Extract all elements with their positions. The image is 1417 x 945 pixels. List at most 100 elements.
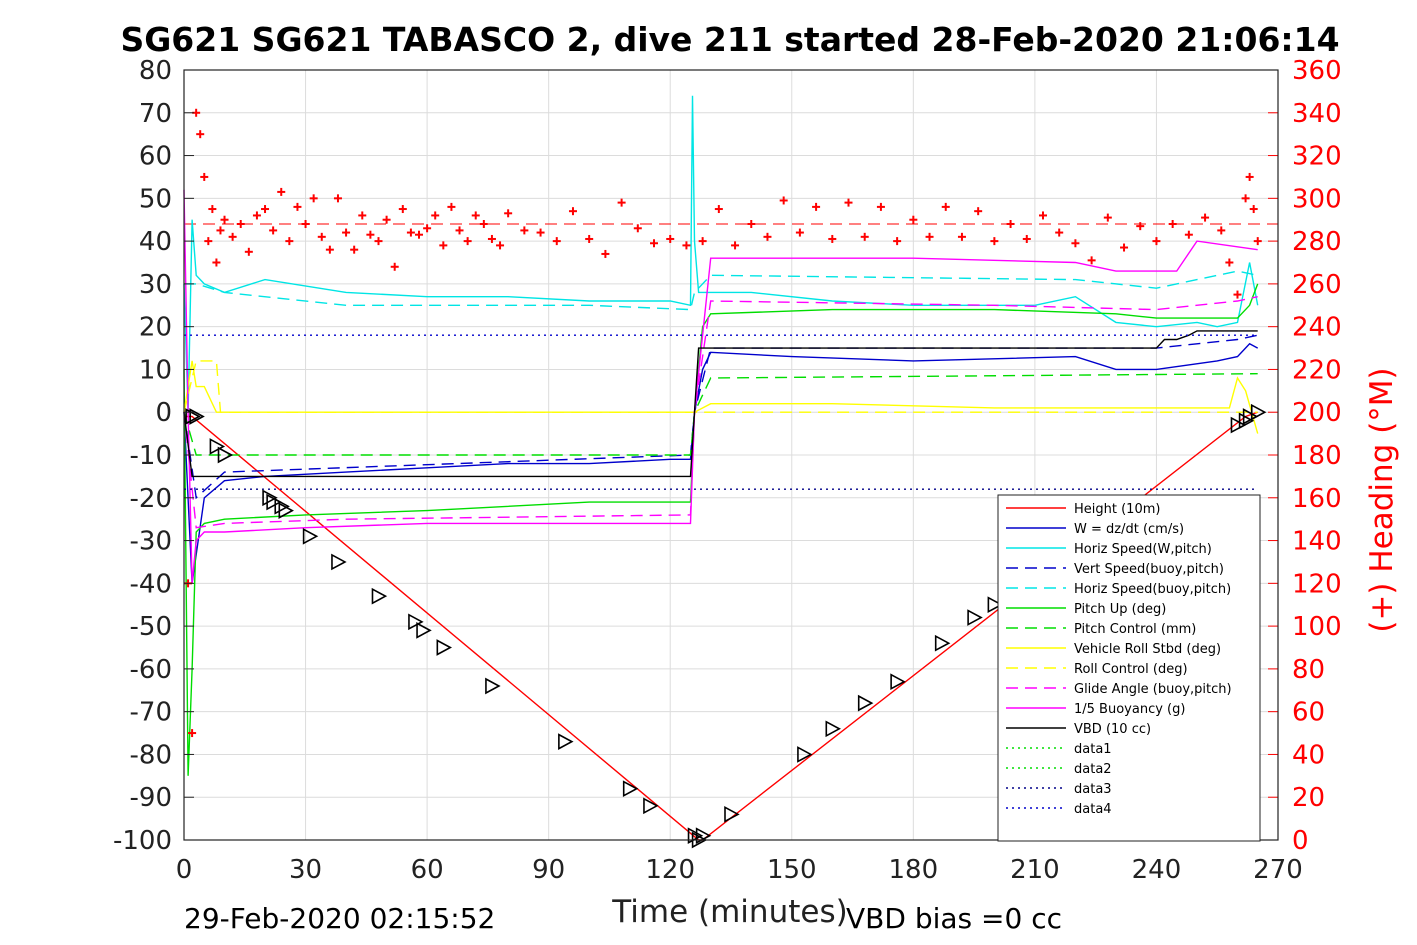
chart-title: SG621 SG621 TABASCO 2, dive 211 started … xyxy=(120,20,1339,59)
heading-point xyxy=(208,205,217,214)
heading-point xyxy=(1055,228,1064,237)
y-tick-label: -90 xyxy=(130,783,172,813)
heading-point xyxy=(261,205,270,214)
heading-point xyxy=(447,202,456,211)
y-right-tick-label: 40 xyxy=(1292,740,1325,770)
waypoint-marker xyxy=(1230,416,1247,434)
legend-label-vehicle-roll-stbd-deg: Vehicle Roll Stbd (deg) xyxy=(1074,642,1221,657)
heading-point xyxy=(941,202,950,211)
series-line-1-5-buoyancy-g xyxy=(183,189,1258,584)
heading-point xyxy=(585,234,594,243)
y-right-tick-label: 180 xyxy=(1292,441,1342,471)
waypoint-marker xyxy=(436,639,453,656)
heading-point xyxy=(747,220,756,228)
heading-point xyxy=(909,215,918,224)
y-tick-label: 70 xyxy=(139,99,172,129)
waypoint-marker xyxy=(485,677,501,695)
legend-label-1-5-buoyancy-g: 1/5 Buoyancy (g) xyxy=(1074,702,1185,717)
legend-label-pitch-up-deg: Pitch Up (deg) xyxy=(1074,602,1166,617)
legend-label-pitch-control-mm: Pitch Control (mm) xyxy=(1074,622,1196,637)
heading-point xyxy=(463,237,472,246)
heading-point xyxy=(228,232,237,241)
heading-point xyxy=(601,249,610,258)
waypoint-marker xyxy=(331,553,347,571)
heading-point xyxy=(350,245,359,254)
series-line-vehicle-roll-stbd-deg xyxy=(183,360,1259,434)
x-tick-label: 90 xyxy=(532,855,565,885)
heading-point xyxy=(496,241,505,250)
heading-point xyxy=(1253,237,1262,246)
heading-point xyxy=(795,228,804,237)
waypoint-marker xyxy=(408,613,424,631)
heading-point xyxy=(520,226,529,235)
heading-point xyxy=(1022,234,1031,243)
heading-point xyxy=(504,209,513,218)
legend-label-horiz-speed-buoy-pitch: Horiz Speed(buoy,pitch) xyxy=(1074,582,1231,597)
legend-label-data2: data2 xyxy=(1074,762,1112,777)
y-right-tick-label: 260 xyxy=(1292,270,1342,300)
heading-point xyxy=(358,211,367,220)
heading-point xyxy=(633,224,642,233)
legend-label-data4: data4 xyxy=(1074,802,1112,817)
heading-point xyxy=(1225,258,1234,267)
waypoint-marker xyxy=(217,446,234,464)
y-tick-label: -70 xyxy=(130,698,172,728)
heading-point xyxy=(423,224,432,233)
heading-point xyxy=(650,239,659,248)
heading-point xyxy=(398,205,407,214)
legend-label-vbd-10-cc: VBD (10 cc) xyxy=(1074,722,1151,737)
heading-point xyxy=(317,232,326,241)
y-tick-label: 50 xyxy=(139,184,172,214)
heading-point xyxy=(1103,213,1112,222)
y-axis-right-label: (+) Heading (°M) xyxy=(1364,367,1400,632)
waypoint-marker xyxy=(1250,403,1267,421)
x-tick-label: 120 xyxy=(645,855,695,885)
heading-point xyxy=(682,241,691,250)
heading-point xyxy=(1201,213,1210,222)
heading-point xyxy=(731,241,740,250)
y-right-tick-label: 220 xyxy=(1292,355,1342,385)
heading-point xyxy=(1241,194,1250,203)
waypoint-marker xyxy=(857,694,874,712)
heading-point xyxy=(471,211,480,220)
heading-point xyxy=(374,237,383,246)
series-line-roll-control-deg xyxy=(183,360,1258,413)
y-right-tick-label: 20 xyxy=(1292,783,1325,813)
waypoint-marker xyxy=(274,497,290,515)
y-tick-label: -20 xyxy=(130,484,172,514)
x-tick-label: 0 xyxy=(176,855,193,885)
heading-point xyxy=(812,202,821,211)
y-tick-label: 20 xyxy=(139,313,172,343)
heading-point xyxy=(390,262,399,271)
series-group xyxy=(183,95,1278,849)
heading-point xyxy=(568,207,577,216)
y-tick-label: -40 xyxy=(130,569,172,599)
waypoint-marker xyxy=(371,587,388,605)
waypoint-marker xyxy=(262,489,278,507)
y-tick-label: -50 xyxy=(130,612,172,642)
y-right-tick-label: 160 xyxy=(1292,484,1342,514)
waypoint-marker xyxy=(1242,408,1259,425)
heading-point xyxy=(1245,172,1254,181)
waypoint-marker xyxy=(209,438,226,455)
y-right-tick-label: 360 xyxy=(1292,56,1342,86)
y-tick-label: -10 xyxy=(130,441,172,471)
series-line-vbd-10-cc xyxy=(183,330,1258,478)
heading-point xyxy=(925,232,934,241)
heading-point xyxy=(1233,290,1242,299)
series-line-horiz-speed-w-pitch xyxy=(183,95,1259,413)
heading-point xyxy=(763,232,772,241)
heading-point xyxy=(285,237,294,246)
legend-label-w-dz-dt-cm-s: W = dz/dt (cm/s) xyxy=(1074,522,1184,537)
x-tick-label: 180 xyxy=(889,855,939,885)
heading-point xyxy=(990,237,999,246)
heading-point xyxy=(487,234,496,243)
heading-point xyxy=(1038,211,1047,220)
y-right-tick-label: 0 xyxy=(1292,826,1309,856)
heading-point xyxy=(828,234,837,243)
timestamp-footer: 29-Feb-2020 02:15:52 xyxy=(184,902,495,935)
heading-point xyxy=(617,198,626,207)
y-right-tick-label: 240 xyxy=(1292,313,1342,343)
y-tick-label: -80 xyxy=(130,740,172,770)
heading-point xyxy=(244,247,253,256)
